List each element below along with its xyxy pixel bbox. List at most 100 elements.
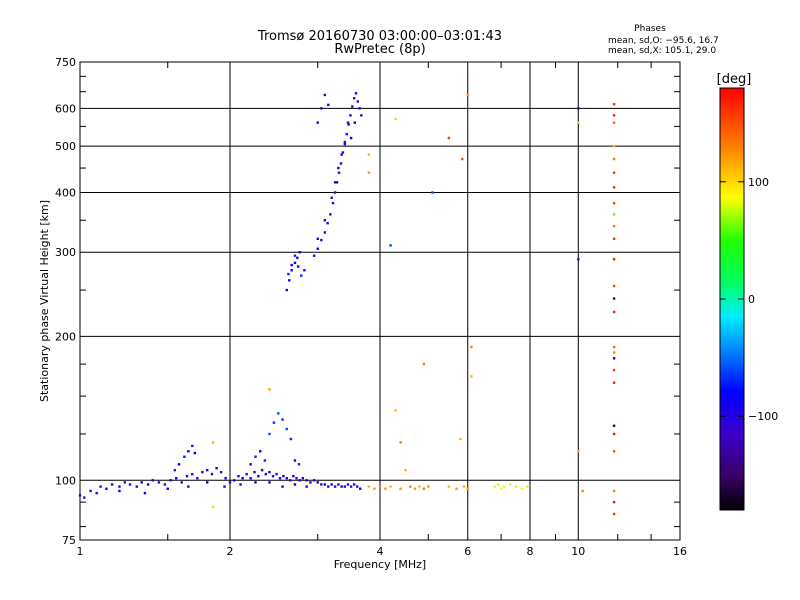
data-point [455,487,458,490]
data-point [295,477,298,480]
data-point [296,256,299,260]
data-point [309,481,312,484]
data-point [288,279,291,282]
data-point [330,483,333,486]
data-point [301,477,305,480]
data-point [389,244,392,247]
data-point [223,485,226,488]
data-point [123,481,126,484]
data-point [233,479,236,482]
data-point [320,107,323,110]
data-point [612,351,616,354]
data-point [331,201,335,205]
data-point [303,269,306,272]
data-point [327,103,330,107]
data-point [367,171,371,174]
data-point [177,463,181,466]
y-tick-label: 75 [62,534,76,547]
data-point [508,483,512,486]
data-point [285,288,288,292]
data-point [352,96,356,100]
data-point [157,481,161,484]
data-point [349,485,353,488]
data-point [183,455,186,458]
data-point [173,468,177,472]
data-point [260,468,264,472]
data-point [224,477,227,480]
data-point [367,485,371,488]
data-point [333,485,337,488]
data-point [612,284,616,288]
x-tick-label: 1 [77,545,84,558]
data-point [470,345,473,349]
data-point [612,500,616,504]
stats-line-x: mean, sd,X: 105.1, 29.0 [608,46,716,56]
data-point [340,485,343,488]
data-point [343,142,347,146]
data-point [249,463,252,466]
data-point [337,171,341,174]
data-point [215,466,218,470]
data-point [577,107,580,110]
data-point [346,121,350,124]
colorbar-tick-label: −100 [748,410,778,423]
data-point [298,251,301,254]
stats-heading: Phases [634,24,666,34]
colorbar-label: [deg] [717,72,752,87]
data-point [290,269,293,272]
data-point [254,481,257,484]
data-point [196,477,199,480]
data-point [249,477,252,480]
data-point [175,477,178,480]
data-point [447,485,451,488]
data-point [612,345,616,349]
data-point [349,136,353,140]
data-point [268,470,271,474]
data-point [211,441,215,444]
data-point [612,103,616,106]
data-point [526,485,529,488]
data-point [323,219,327,222]
data-point [78,494,82,497]
data-point [297,463,301,466]
data-point [316,247,319,250]
y-axis-label: Stationary phase Virtual Height [km] [38,200,51,402]
y-tick-label: 400 [55,186,76,199]
data-point [343,140,347,144]
data-point [326,222,329,225]
data-point [355,485,359,488]
data-point [466,93,469,97]
data-point [237,474,240,478]
y-tick-label: 100 [55,474,76,487]
data-point [187,450,190,453]
data-point [514,485,518,488]
data-point [193,451,197,455]
data-point [239,483,242,486]
data-point [316,237,319,241]
data-point [272,421,276,424]
data-point [135,485,138,488]
data-point [612,381,616,384]
data-point [612,114,616,117]
data-point [298,479,301,482]
data-point [268,481,271,484]
data-point [427,485,430,488]
data-point [612,225,616,228]
data-point [612,157,616,161]
y-tick-label: 200 [55,330,76,343]
data-point [612,237,616,241]
data-point [320,238,323,242]
data-point [447,136,451,140]
data-point [293,254,297,257]
x-tick-label: 8 [527,545,534,558]
data-point [285,477,288,480]
data-point [210,472,214,476]
data-point [413,487,417,490]
data-point [612,297,616,300]
data-point [211,505,215,509]
data-point [612,201,616,205]
x-tick-label: 6 [464,545,471,558]
data-point [151,479,155,482]
data-point [612,357,616,360]
data-point [180,481,183,484]
